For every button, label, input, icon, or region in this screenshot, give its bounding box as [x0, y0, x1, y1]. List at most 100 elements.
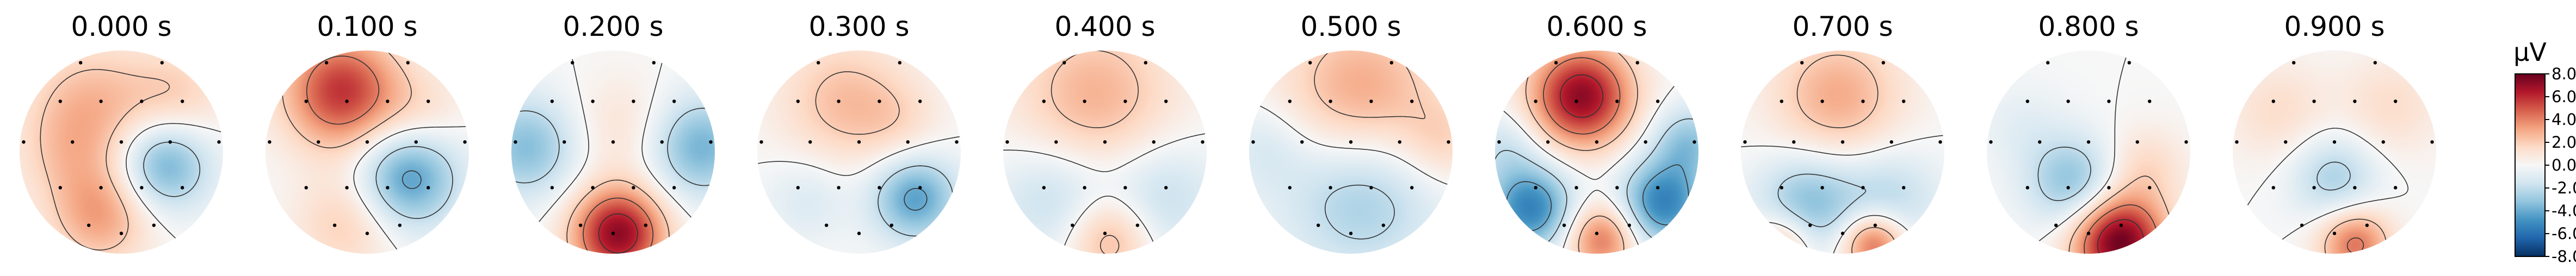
sensor-marker — [1329, 99, 1332, 103]
sensor-marker — [1369, 99, 1373, 103]
sensor-marker — [99, 99, 103, 103]
colorbar-tick-label: -6.0 — [2552, 224, 2576, 243]
sensor-marker — [1861, 99, 1865, 103]
sensor-marker — [2284, 140, 2288, 144]
sensor-marker — [1103, 140, 1107, 144]
sensor-marker — [1103, 231, 1107, 235]
sensor-marker — [119, 140, 123, 144]
sensor-marker — [759, 140, 763, 144]
colorbar-tick-label: -8.0 — [2552, 247, 2576, 266]
topomap-field — [511, 51, 715, 254]
sensor-marker — [386, 186, 390, 190]
sensor-marker — [304, 186, 308, 190]
sensor-marker — [1840, 231, 1845, 235]
topomap-9: 0.900 s — [2233, 11, 2436, 254]
sensor-marker — [1201, 140, 1204, 144]
sensor-marker — [2381, 140, 2385, 144]
sensor-marker — [1534, 186, 1537, 190]
topomap-7: 0.700 s — [1741, 11, 1944, 254]
sensor-marker — [365, 140, 369, 144]
sensor-marker — [2107, 99, 2111, 103]
sensor-marker — [1902, 99, 1906, 103]
sensor-marker — [217, 140, 221, 144]
sensor-marker — [672, 99, 676, 103]
sensor-marker — [1656, 99, 1660, 103]
sensor-marker — [1123, 186, 1127, 190]
sensor-marker — [2054, 223, 2058, 227]
sensor-marker — [2271, 186, 2275, 190]
sensor-marker — [591, 186, 595, 190]
sensor-marker — [1938, 140, 1942, 144]
topomap-6: 0.600 s — [1495, 11, 1698, 254]
topomap-3: 0.300 s — [757, 11, 961, 254]
sensor-marker — [2312, 186, 2316, 190]
sensor-marker — [955, 140, 959, 144]
sensor-marker — [2365, 223, 2369, 227]
sensor-marker — [709, 140, 713, 144]
sensor-marker — [1644, 140, 1647, 144]
sensor-marker — [1410, 99, 1414, 103]
sensor-marker — [1820, 186, 1824, 190]
sensor-marker — [1546, 140, 1550, 144]
sensor-marker — [1164, 99, 1168, 103]
sensor-marker — [1369, 186, 1373, 190]
sensor-marker — [1808, 223, 1812, 227]
sensor-marker — [1780, 186, 1783, 190]
sensor-marker — [22, 140, 26, 144]
sensor-marker — [2300, 223, 2304, 227]
sensor-marker — [898, 61, 902, 65]
sensor-marker — [406, 61, 410, 65]
sensor-marker — [1743, 140, 1747, 144]
sensor-marker — [463, 140, 467, 144]
sensor-marker — [119, 231, 123, 235]
sensor-marker — [2038, 140, 2042, 144]
sensor-marker — [2086, 231, 2091, 235]
sensor-marker — [918, 99, 922, 103]
sensor-marker — [152, 223, 156, 227]
sensor-marker — [1042, 186, 1046, 190]
topomap-field — [1249, 51, 1453, 254]
sensor-marker — [1135, 223, 1140, 227]
topomap-title: 0.100 s — [317, 11, 417, 42]
sensor-marker — [1398, 140, 1401, 144]
sensor-marker — [611, 140, 615, 144]
sensor-marker — [140, 99, 144, 103]
topomap-contours — [282, 51, 469, 254]
topomap-title: 0.400 s — [1054, 11, 1155, 42]
sensor-marker — [1349, 140, 1353, 144]
sensor-marker — [1574, 186, 1578, 190]
sensor-marker — [644, 223, 648, 227]
colorbar: µV 8.0 6.0 4.0 2.0 0.0 -2.0 -4.0 -6.0 -8.0 — [2513, 37, 2576, 266]
sensor-marker — [1329, 186, 1332, 190]
colorbar-tick-label: 0.0 — [2552, 156, 2576, 174]
sensor-marker — [2148, 186, 2152, 190]
sensor-marker — [140, 186, 144, 190]
topomap-field — [20, 51, 223, 254]
sensor-marker — [2025, 99, 2029, 103]
sensor-marker — [2184, 140, 2188, 144]
topomap-title: 0.800 s — [2038, 11, 2139, 42]
sensor-marker — [660, 140, 664, 144]
sensor-marker — [1635, 61, 1639, 65]
sensor-marker — [427, 99, 430, 103]
sensor-marker — [1574, 99, 1578, 103]
sensor-marker — [2332, 140, 2337, 144]
sensor-marker — [1881, 61, 1885, 65]
sensor-marker — [1300, 140, 1304, 144]
topomap-title: 0.700 s — [1792, 11, 1893, 42]
sensor-marker — [1562, 223, 1566, 227]
sensor-marker — [1251, 140, 1255, 144]
sensor-marker — [304, 99, 308, 103]
sensor-marker — [1070, 223, 1074, 227]
sensor-marker — [2148, 99, 2152, 103]
sensor-marker — [1005, 140, 1009, 144]
sensor-marker — [1062, 61, 1066, 65]
sensor-marker — [325, 61, 329, 65]
sensor-marker — [1152, 140, 1156, 144]
topomap-field — [757, 51, 961, 254]
topomap-field — [1987, 51, 2190, 254]
topomap-2: 0.200 s — [511, 11, 715, 254]
sensor-marker — [857, 231, 861, 235]
sensor-marker — [2312, 99, 2316, 103]
topomap-8: 0.800 s — [1987, 11, 2190, 254]
